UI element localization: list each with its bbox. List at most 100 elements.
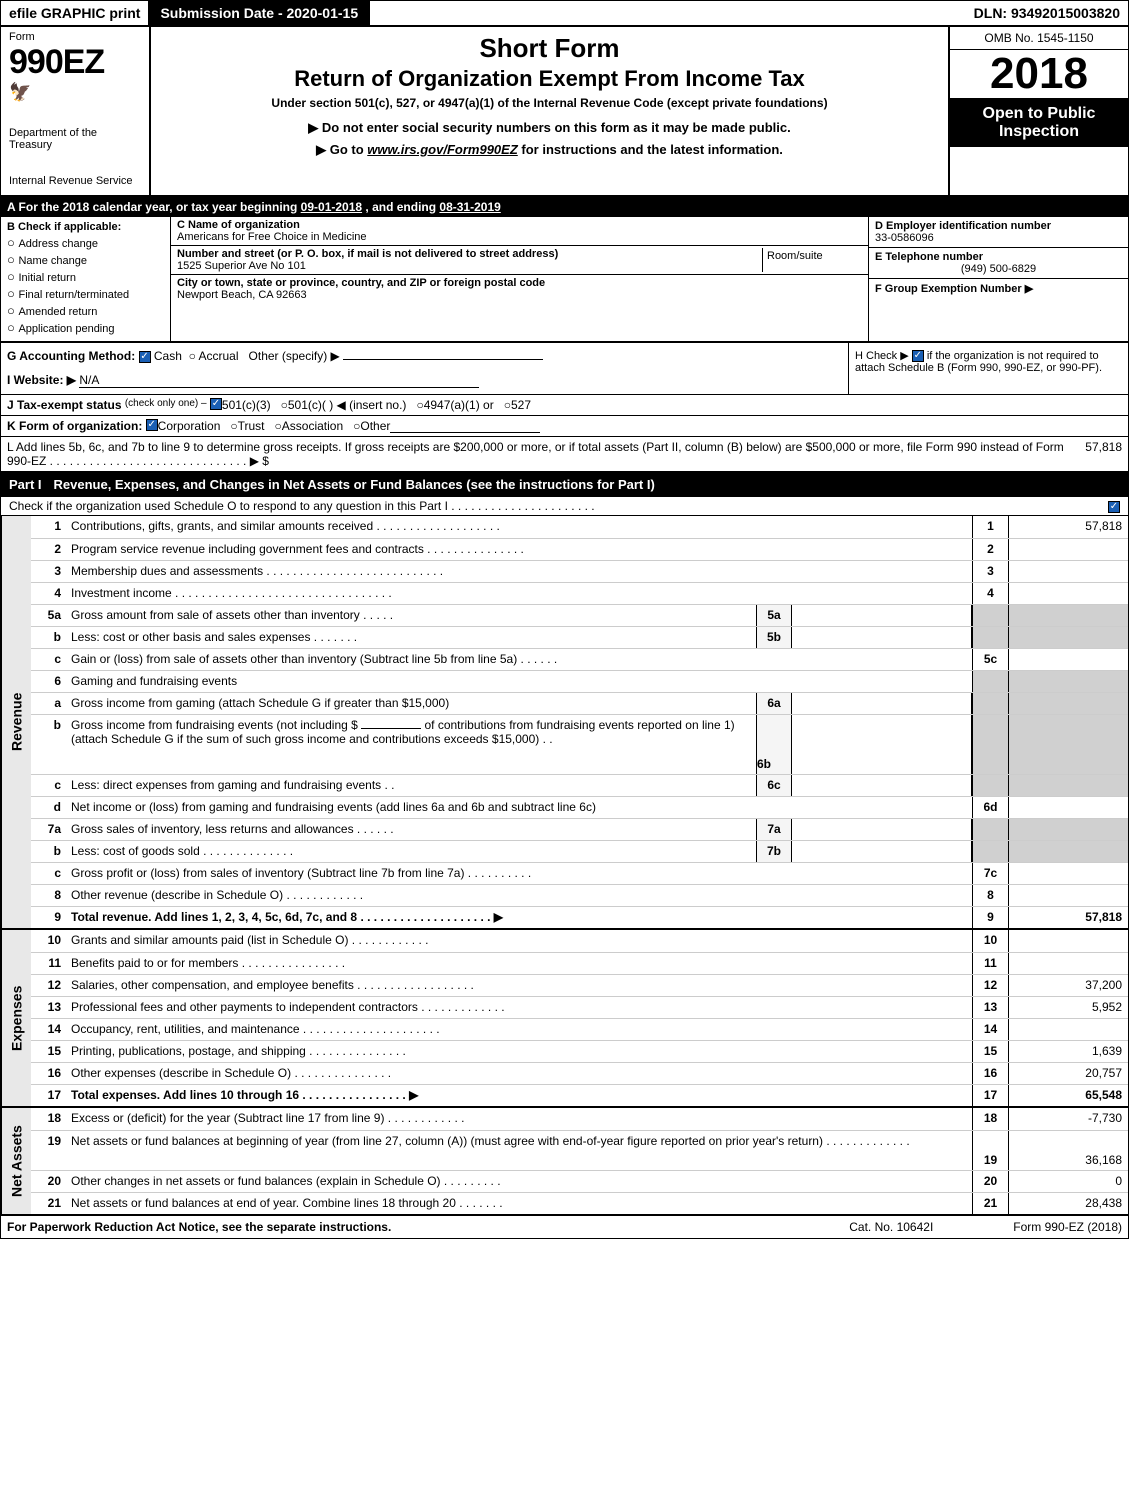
page-footer: For Paperwork Reduction Act Notice, see … — [1, 1215, 1128, 1238]
revenue-lines: 1 Contributions, gifts, grants, and simi… — [31, 516, 1128, 928]
department-label: Department of the Treasury — [9, 127, 141, 151]
paperwork-notice: For Paperwork Reduction Act Notice, see … — [7, 1220, 849, 1234]
check-corporation[interactable]: ✓ — [146, 419, 158, 431]
d-label: D Employer identification number — [875, 220, 1122, 232]
line-16: 16 Other expenses (describe in Schedule … — [31, 1062, 1128, 1084]
line-15: 15 Printing, publications, postage, and … — [31, 1040, 1128, 1062]
k-row: K Form of organization: ✓ Corporation ○ … — [1, 416, 1128, 437]
expenses-side-label: Expenses — [1, 930, 31, 1106]
j-label: J Tax-exempt status — [7, 398, 122, 412]
ein-value: 33-0586096 — [875, 232, 1122, 244]
i-label: I Website: ▶ — [7, 373, 76, 387]
part1-sub-text: Check if the organization used Schedule … — [9, 499, 595, 513]
goto-post: for instructions and the latest informat… — [521, 142, 782, 157]
submission-date-badge: Submission Date - 2020-01-15 — [148, 1, 370, 25]
line-2: 2 Program service revenue including gove… — [31, 538, 1128, 560]
check-501c3[interactable]: ✓ — [210, 398, 222, 410]
city-label: City or town, state or province, country… — [177, 277, 858, 289]
h-section: H Check ▶ ✓ if the organization is not r… — [848, 343, 1128, 394]
j-opt3: 4947(a)(1) or — [424, 398, 494, 412]
gh-row: G Accounting Method: ✓ Cash ○ Accrual Ot… — [1, 343, 1128, 395]
room-suite-label: Room/suite — [762, 248, 862, 272]
e-label: E Telephone number — [875, 251, 1122, 263]
org-name: Americans for Free Choice in Medicine — [177, 231, 862, 243]
form-ref: Form 990-EZ (2018) — [1013, 1220, 1122, 1234]
line-6b-pre: Gross income from fundraising events (no… — [71, 718, 361, 732]
check-cash[interactable]: ✓ — [139, 351, 151, 363]
other-blank[interactable] — [343, 359, 543, 360]
part1-sub: Check if the organization used Schedule … — [1, 497, 1128, 516]
line-7b: b Less: cost of goods sold . . . . . . .… — [31, 840, 1128, 862]
revenue-block: Revenue 1 Contributions, gifts, grants, … — [1, 516, 1128, 930]
line-14: 14 Occupancy, rent, utilities, and maint… — [31, 1018, 1128, 1040]
period-end: 08-31-2019 — [439, 200, 500, 214]
k-label: K Form of organization: — [7, 419, 142, 433]
h-pre: H Check ▶ — [855, 350, 912, 362]
part1-header: Part I Revenue, Expenses, and Changes in… — [1, 473, 1128, 497]
d-cell: D Employer identification number 33-0586… — [869, 217, 1128, 248]
line-11: 11 Benefits paid to or for members . . .… — [31, 952, 1128, 974]
check-initial-return[interactable]: Initial return — [7, 269, 164, 284]
form-word: Form — [9, 31, 141, 43]
line-8: 8 Other revenue (describe in Schedule O)… — [31, 884, 1128, 906]
org-city-row: City or town, state or province, country… — [171, 275, 868, 303]
line-18: 18 Excess or (deficit) for the year (Sub… — [31, 1108, 1128, 1130]
check-name-change[interactable]: Name change — [7, 252, 164, 267]
c-label: C Name of organization — [177, 219, 858, 231]
accrual-label: Accrual — [199, 349, 239, 363]
line-13: 13 Professional fees and other payments … — [31, 996, 1128, 1018]
open-inspection: Open to Public Inspection — [950, 99, 1128, 147]
l-text: L Add lines 5b, 6c, and 7b to line 9 to … — [7, 440, 1085, 468]
check-schedule-b[interactable]: ✓ — [912, 350, 924, 362]
goto-pre: Go to — [330, 142, 368, 157]
org-street-row: Number and street (or P. O. box, if mail… — [171, 246, 868, 275]
j-opt2: 501(c)( ) ◀ (insert no.) — [288, 398, 407, 412]
ssn-notice: Do not enter social security numbers on … — [159, 120, 940, 136]
street-label: Number and street (or P. O. box, if mail… — [177, 248, 758, 260]
check-final-return[interactable]: Final return/terminated — [7, 286, 164, 301]
efile-label: efile GRAPHIC print — [1, 1, 148, 25]
line-6b: b Gross income from fundraising events (… — [31, 714, 1128, 774]
check-schedule-o[interactable]: ✓ — [1108, 501, 1120, 513]
k-trust: Trust — [238, 419, 265, 433]
expenses-block: Expenses 10 Grants and similar amounts p… — [1, 930, 1128, 1108]
line-5b: b Less: cost or other basis and sales ex… — [31, 626, 1128, 648]
dln-label: DLN: 93492015003820 — [966, 1, 1128, 25]
short-form-title: Short Form — [159, 33, 940, 64]
j-row: J Tax-exempt status (check only one) – ✓… — [1, 395, 1128, 416]
org-name-row: C Name of organization Americans for Fre… — [171, 217, 868, 246]
goto-link[interactable]: www.irs.gov/Form990EZ — [367, 142, 518, 157]
cat-number: Cat. No. 10642I — [849, 1220, 933, 1234]
street-value: 1525 Superior Ave No 101 — [177, 260, 762, 272]
e-cell: E Telephone number (949) 500-6829 — [869, 248, 1128, 279]
line-1: 1 Contributions, gifts, grants, and simi… — [31, 516, 1128, 538]
tax-year: 2018 — [950, 50, 1128, 99]
k-other-blank[interactable] — [390, 419, 540, 433]
irs-label: Internal Revenue Service — [9, 175, 141, 187]
line-21: 21 Net assets or fund balances at end of… — [31, 1192, 1128, 1214]
eagle-icon: 🦅 — [9, 82, 141, 103]
line-6b-blank[interactable] — [361, 728, 421, 729]
section-def: D Employer identification number 33-0586… — [868, 217, 1128, 341]
form-number-box: Form 990EZ 🦅 Department of the Treasury … — [1, 27, 151, 195]
line-5c: c Gain or (loss) from sale of assets oth… — [31, 648, 1128, 670]
line-5a: 5a Gross amount from sale of assets othe… — [31, 604, 1128, 626]
k-assoc: Association — [282, 419, 343, 433]
top-bar: efile GRAPHIC print Submission Date - 20… — [1, 1, 1128, 27]
j-opt4: 527 — [511, 398, 531, 412]
main-title: Return of Organization Exempt From Incom… — [159, 66, 940, 92]
j-sub: (check only one) – — [125, 398, 207, 412]
line-17: 17 Total expenses. Add lines 10 through … — [31, 1084, 1128, 1106]
netassets-block: Net Assets 18 Excess or (deficit) for th… — [1, 1108, 1128, 1215]
k-corp: Corporation — [158, 419, 221, 433]
check-amended-return[interactable]: Amended return — [7, 303, 164, 318]
info-block: B Check if applicable: Address change Na… — [1, 217, 1128, 343]
check-application-pending[interactable]: Application pending — [7, 320, 164, 335]
revenue-side-label: Revenue — [1, 516, 31, 928]
l-row: L Add lines 5b, 6c, and 7b to line 9 to … — [1, 437, 1128, 473]
period-row: A For the 2018 calendar year, or tax yea… — [1, 197, 1128, 217]
line-19: 19 Net assets or fund balances at beginn… — [31, 1130, 1128, 1170]
g-label: G Accounting Method: — [7, 349, 135, 363]
city-value: Newport Beach, CA 92663 — [177, 289, 862, 301]
check-address-change[interactable]: Address change — [7, 235, 164, 250]
